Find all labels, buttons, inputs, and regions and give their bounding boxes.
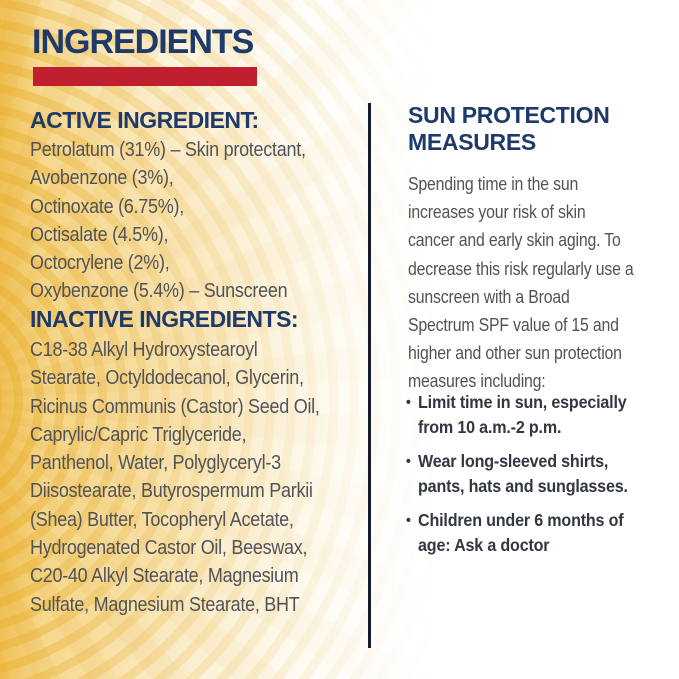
bullet-text: Children under 6 months of age: Ask a do… (418, 510, 624, 555)
column-divider (368, 103, 371, 648)
sun-protection-heading: SUN PROTECTION MEASURES (408, 102, 610, 155)
active-ingredient-heading: ACTIVE INGREDIENT: (30, 107, 259, 133)
title-underline-bar (33, 67, 257, 86)
sun-protection-bullet-list: • Limit time in sun, especially from 10 … (406, 390, 628, 567)
inactive-ingredients-heading: INACTIVE INGREDIENTS: (30, 306, 299, 332)
active-ingredient-list: Petrolatum (31%) – Skin protectant, Avob… (30, 139, 306, 303)
bullet-dot-icon: • (406, 394, 411, 411)
sun-protection-paragraph: Spending time in the sun increases your … (408, 174, 634, 392)
bullet-item-limit-time: • Limit time in sun, especially from 10 … (406, 390, 628, 440)
bullet-dot-icon: • (406, 453, 411, 470)
bullet-item-children-doctor: • Children under 6 months of age: Ask a … (406, 508, 628, 558)
bullet-item-wear-clothing: • Wear long-sleeved shirts, pants, hats … (406, 449, 628, 499)
bullet-text: Wear long-sleeved shirts, pants, hats an… (418, 451, 628, 496)
bullet-dot-icon: • (406, 512, 411, 529)
inactive-ingredients-list: C18-38 Alkyl Hydroxystearoyl Stearate, O… (30, 339, 320, 616)
bullet-text: Limit time in sun, especially from 10 a.… (418, 392, 627, 437)
panel-title: INGREDIENTS (32, 23, 254, 61)
